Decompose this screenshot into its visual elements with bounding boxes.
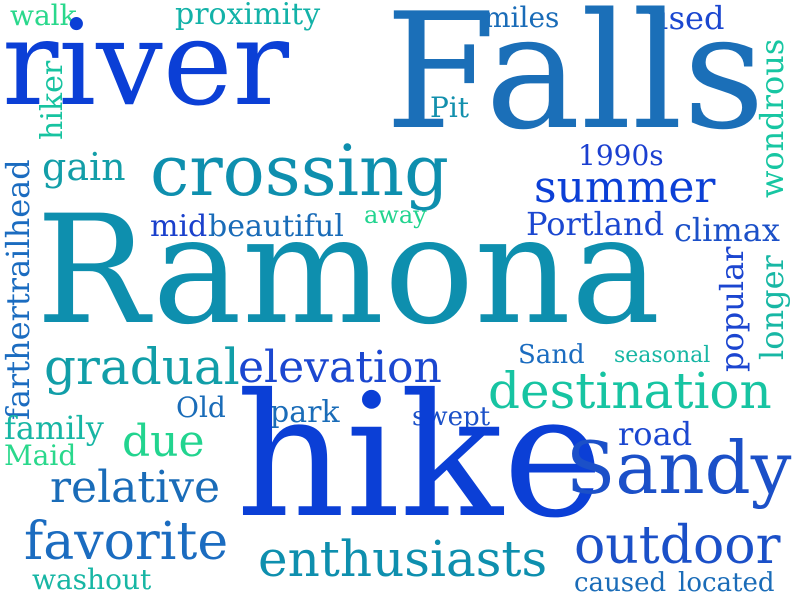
word-hiker: hiker [35,60,70,140]
word-caused: caused [574,568,667,598]
word-proximity: proximity [175,0,321,32]
word-hike: hike [236,358,604,556]
word-popular: popular [713,246,751,372]
word-sand: Sand [518,340,585,370]
word-portland: Portland [526,205,665,243]
word-farthertrailhead: farthertrailhead [0,159,37,420]
word-family: family [4,409,104,447]
word-located: located [678,568,775,598]
word-ramona: Ramona [36,184,661,358]
word-pit: Pit [430,91,470,124]
word-swept: swept [412,402,491,432]
word-climax: climax [674,211,780,249]
word-elevation: elevation [238,342,442,393]
word-maid: Maid [4,439,77,472]
word-mid: mid [150,209,208,244]
word-enthusiasts: enthusiasts [258,530,548,588]
word-miles: miles [484,1,560,34]
word-away: away [364,201,427,229]
word-old: Old [176,391,226,424]
word-longer: longer [753,255,791,360]
word-gain: gain [42,145,126,189]
word-river: river [2,0,290,132]
word-walk: walk [10,0,77,32]
word-outdoor: outdoor [574,516,781,576]
word-park: park [270,395,340,430]
word-beautiful: beautiful [208,209,344,244]
word-road: road [618,415,693,453]
word-summer: summer [534,162,716,213]
word-falls: Falls [385,0,765,165]
word-destination: destination [488,362,772,420]
word-1990s: 1990s [578,139,664,172]
word-crossing: crossing [150,130,449,212]
word-due: due [122,416,205,467]
word-wondrous: wondrous [753,38,791,198]
word-sandy: Sandy [566,426,792,510]
word-favorite: favorite [24,512,229,572]
word-used: used [648,0,725,37]
word-seasonal: seasonal [614,343,711,368]
word-relative: relative [50,462,221,513]
word-washout: washout [32,563,152,596]
word-gradual: gradual [44,338,240,396]
